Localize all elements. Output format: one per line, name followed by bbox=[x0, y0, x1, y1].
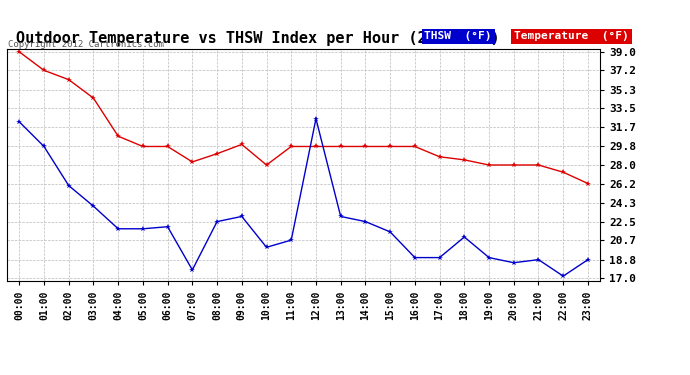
Text: Copyright 2012 Cartronics.com: Copyright 2012 Cartronics.com bbox=[8, 40, 164, 49]
Title: Outdoor Temperature vs THSW Index per Hour (24 Hours)  20121112: Outdoor Temperature vs THSW Index per Ho… bbox=[16, 31, 591, 46]
Text: Temperature  (°F): Temperature (°F) bbox=[514, 32, 629, 41]
Text: THSW  (°F): THSW (°F) bbox=[424, 32, 492, 41]
